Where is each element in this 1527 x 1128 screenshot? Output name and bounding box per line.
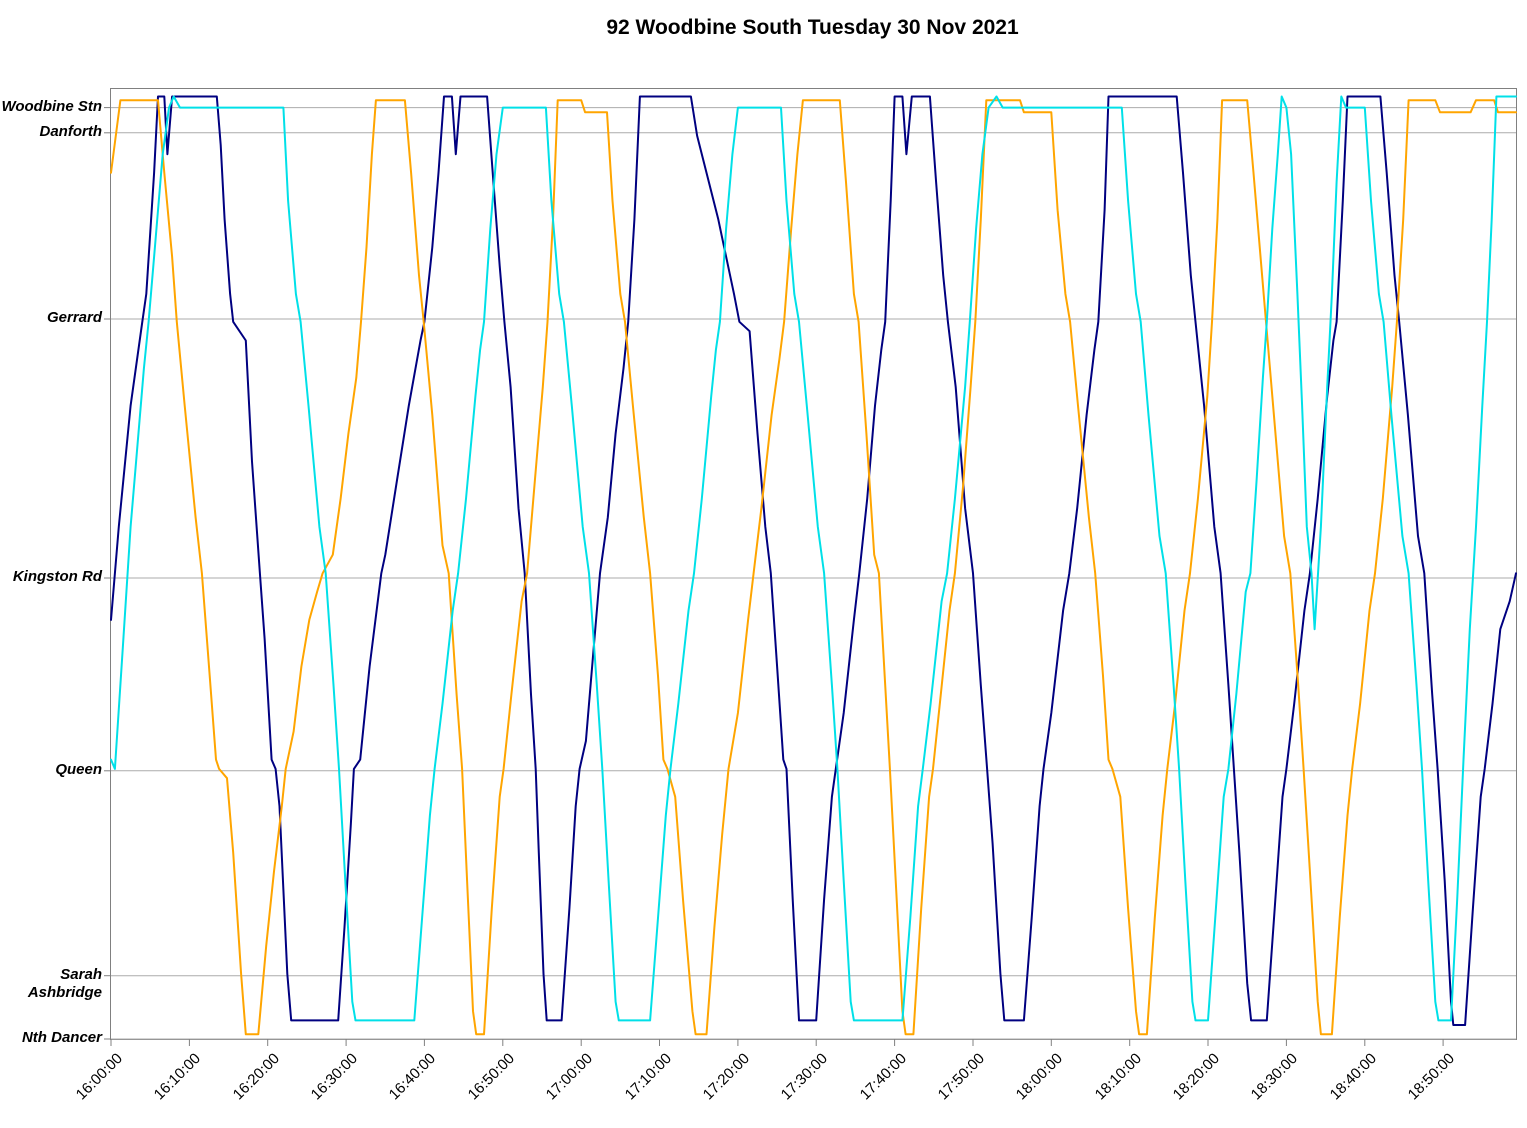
x-axis-tick-label: 18:10:00: [1091, 1050, 1145, 1104]
x-axis-tick-label: 18:40:00: [1326, 1050, 1380, 1104]
plot-svg: [104, 95, 1517, 1046]
x-axis-tick-label: 17:20:00: [699, 1050, 753, 1104]
y-axis-stop-label: Sarah Ashbridge: [27, 965, 102, 1001]
plot-area: [104, 88, 1517, 1046]
series-line-vehicle-navy: [110, 95, 1517, 1026]
x-axis-tick-label: 17:30:00: [777, 1050, 832, 1104]
x-axis-tick-label: 17:00:00: [542, 1050, 597, 1104]
y-axis-stop-label: Queen: [55, 760, 102, 778]
y-axis-stop-label: Woodbine Stn: [1, 97, 102, 115]
x-axis-tick-label: 17:50:00: [934, 1050, 988, 1104]
x-axis-tick-label: 16:50:00: [464, 1050, 518, 1104]
x-axis-tick-label: 18:20:00: [1169, 1050, 1224, 1104]
x-axis-tick-label: 16:20:00: [229, 1050, 283, 1104]
x-axis-tick-label: 18:30:00: [1248, 1050, 1302, 1104]
x-axis-tick-label: 16:00:00: [72, 1050, 127, 1104]
y-axis-stop-label: Gerrard: [46, 309, 102, 327]
x-axis-tick-label: 18:00:00: [1013, 1050, 1067, 1104]
x-axis-tick-label: 16:40:00: [386, 1050, 440, 1104]
x-axis-tick-label: 18:50:00: [1404, 1050, 1459, 1104]
chart-title: 92 Woodbine South Tuesday 30 Nov 2021: [606, 16, 1019, 39]
series-line-vehicle-cyan: [110, 95, 1517, 1022]
x-axis-tick-label: 17:40:00: [856, 1050, 910, 1104]
x-axis-tick-label: 16:30:00: [307, 1050, 362, 1104]
y-axis-stop-label: Nth Dancer: [21, 1029, 102, 1046]
x-axis-tick-label: 16:10:00: [151, 1050, 205, 1104]
x-axis-tick-label: 17:10:00: [621, 1050, 675, 1104]
y-axis-stop-label: Kingston Rd: [12, 567, 102, 585]
series-line-vehicle-orange: [110, 99, 1517, 1036]
y-axis-stop-label: Danforth: [39, 122, 103, 140]
